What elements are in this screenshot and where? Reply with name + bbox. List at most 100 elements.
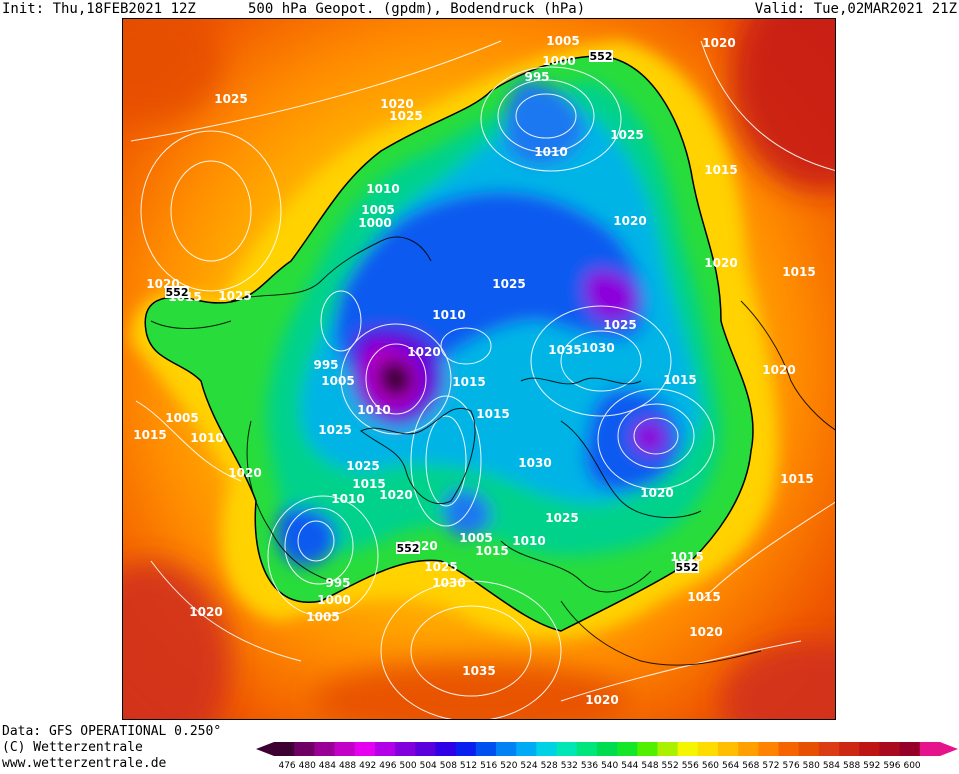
isobar-label: 1020 bbox=[189, 605, 222, 619]
legend-swatch bbox=[919, 742, 941, 756]
legend-swatch bbox=[435, 742, 457, 756]
legend-swatch bbox=[576, 742, 598, 756]
svg-text:552: 552 bbox=[397, 542, 420, 555]
isobar-label: 1010 bbox=[432, 308, 465, 322]
isobar-label: 1000 bbox=[317, 593, 350, 607]
hot-zones bbox=[123, 19, 835, 719]
legend-swatch bbox=[697, 742, 719, 756]
map-title: 500 hPa Geopot. (gpdm), Bodendruck (hPa) bbox=[248, 1, 586, 17]
legend-swatch bbox=[294, 742, 315, 756]
isobar-label: 1025 bbox=[424, 560, 457, 574]
isobar-label: 1025 bbox=[603, 318, 636, 332]
legend-tick-label: 584 bbox=[823, 761, 840, 770]
legend-swatch bbox=[596, 742, 618, 756]
isobar-label: 1010 bbox=[331, 492, 364, 506]
copyright: (C) Wetterzentrale bbox=[2, 740, 143, 755]
legend-swatch bbox=[859, 742, 880, 756]
isobar-label: 1010 bbox=[512, 534, 545, 548]
legend-tick-label: 528 bbox=[541, 761, 558, 770]
legend-swatch bbox=[395, 742, 416, 756]
legend-arrow-left bbox=[256, 742, 274, 756]
isobar-label: 1010 bbox=[366, 182, 399, 196]
isobar-label: 1015 bbox=[704, 163, 737, 177]
isobar-label: 1000 bbox=[358, 216, 391, 230]
legend-tick-label: 484 bbox=[319, 761, 336, 770]
isobar-label: 1020 bbox=[689, 625, 722, 639]
legend-tick-label: 540 bbox=[601, 761, 618, 770]
legend-tick-label: 592 bbox=[863, 761, 880, 770]
isobar-label: 1020 bbox=[702, 36, 735, 50]
isobar-label: 1020 bbox=[585, 693, 618, 707]
isobar-label: 1005 bbox=[165, 411, 198, 425]
legend-swatch bbox=[556, 742, 578, 756]
isobar-label: 1015 bbox=[133, 428, 166, 442]
isobar-label: 1005 bbox=[321, 374, 354, 388]
legend-swatch bbox=[274, 742, 295, 756]
isobar-label: 1030 bbox=[581, 341, 614, 355]
isobar-label: 1025 bbox=[545, 511, 578, 525]
isobar-label: 1005 bbox=[361, 203, 394, 217]
geopotential-552-label: 552 bbox=[396, 542, 420, 555]
isobar-label: 995 bbox=[313, 358, 338, 372]
isobar-label: 1010 bbox=[190, 431, 223, 445]
legend-tick-label: 524 bbox=[520, 761, 537, 770]
legend-tick-label: 560 bbox=[702, 761, 719, 770]
isobar-label: 1030 bbox=[518, 456, 551, 470]
isobar-label: 1015 bbox=[782, 265, 815, 279]
legend-swatch bbox=[455, 742, 477, 756]
legend-swatch bbox=[899, 742, 921, 756]
legend-swatch bbox=[617, 742, 638, 756]
legend-swatch bbox=[798, 742, 820, 756]
legend-swatch bbox=[818, 742, 840, 756]
legend-tick-label: 588 bbox=[843, 761, 860, 770]
isobar-label: 1015 bbox=[475, 544, 508, 558]
isobar-label: 1035 bbox=[548, 343, 581, 357]
legend-tick-label: 516 bbox=[480, 761, 497, 770]
isobar-label: 1015 bbox=[352, 477, 385, 491]
isobar-label: 1030 bbox=[432, 576, 465, 590]
svg-text:552: 552 bbox=[676, 561, 699, 574]
legend-swatch bbox=[354, 742, 376, 756]
website: www.wetterzentrale.de bbox=[2, 756, 167, 771]
isobar-label: 1015 bbox=[452, 375, 485, 389]
isobar-label: 1025 bbox=[214, 92, 247, 106]
legend-swatch bbox=[677, 742, 699, 756]
legend-tick-label: 544 bbox=[621, 761, 638, 770]
init-time: Init: Thu,18FEB2021 12Z bbox=[2, 1, 196, 17]
legend-arrow-right bbox=[940, 742, 958, 756]
data-source: Data: GFS OPERATIONAL 0.250° bbox=[2, 724, 222, 739]
legend-tick-label: 520 bbox=[500, 761, 517, 770]
vortex-inner bbox=[266, 81, 721, 566]
isobar-label: 1005 bbox=[306, 610, 339, 624]
valid-time: Valid: Tue,02MAR2021 21Z bbox=[754, 1, 957, 17]
isobar-label: 1005 bbox=[546, 34, 579, 48]
isobar-label: 1005 bbox=[459, 531, 492, 545]
legend-swatch bbox=[536, 742, 558, 756]
coastlines bbox=[150, 236, 835, 666]
svg-text:552: 552 bbox=[166, 286, 189, 299]
isobar-label: 1025 bbox=[389, 109, 422, 123]
legend-swatch bbox=[415, 742, 436, 756]
legend-swatch bbox=[657, 742, 679, 756]
isobar-label: 1020 bbox=[228, 466, 261, 480]
legend-tick-label: 512 bbox=[460, 761, 477, 770]
svg-text:552: 552 bbox=[590, 50, 613, 63]
isobar-label: 1015 bbox=[663, 373, 696, 387]
isobar-label: 1015 bbox=[780, 472, 813, 486]
weather-map: 1005 1000 995 1020 1025 1020 1025 1025 1010 1015 1… bbox=[122, 18, 836, 720]
legend-tick-label: 580 bbox=[803, 761, 820, 770]
legend-tick-label: 576 bbox=[783, 761, 800, 770]
legend-tick-label: 488 bbox=[339, 761, 356, 770]
legend-swatch bbox=[475, 742, 497, 756]
legend-tick-label: 500 bbox=[399, 761, 416, 770]
legend-swatch bbox=[718, 742, 739, 756]
isobar-label: 1015 bbox=[476, 407, 509, 421]
legend-tick-label: 536 bbox=[581, 761, 598, 770]
isobar-label: 1020 bbox=[379, 488, 412, 502]
isobar-label: 995 bbox=[524, 70, 549, 84]
isobar-label: 1025 bbox=[492, 277, 525, 291]
isobar-label: 1020 bbox=[762, 363, 795, 377]
legend-swatch bbox=[879, 742, 901, 756]
geopotential-552-label: 552 bbox=[165, 286, 189, 299]
